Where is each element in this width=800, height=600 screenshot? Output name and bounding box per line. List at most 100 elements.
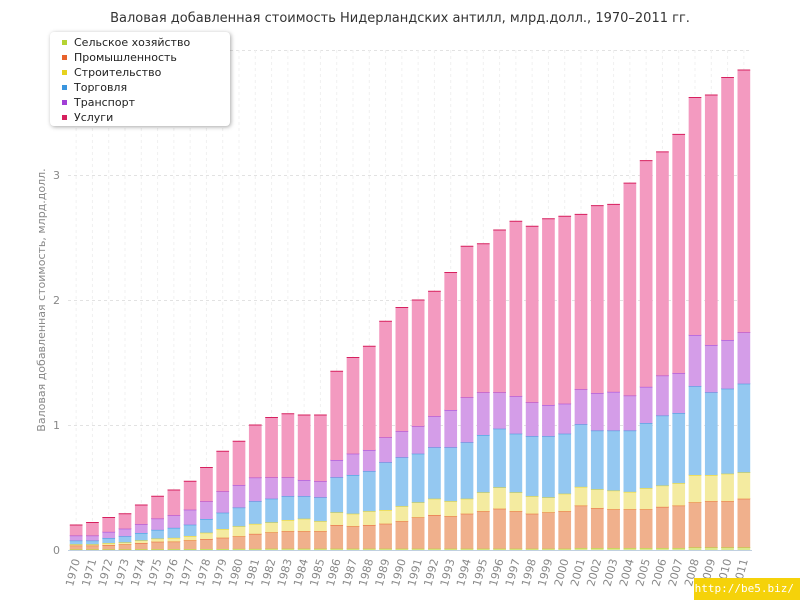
bar-segment[interactable] bbox=[444, 548, 458, 550]
bar-segment[interactable] bbox=[460, 397, 474, 443]
bar-segment[interactable] bbox=[86, 522, 99, 536]
bar-segment[interactable] bbox=[428, 416, 441, 448]
bar-segment[interactable] bbox=[444, 516, 458, 549]
bar-segment[interactable] bbox=[639, 423, 653, 489]
bar-segment[interactable] bbox=[151, 541, 164, 550]
bar-segment[interactable] bbox=[411, 453, 425, 503]
bar-segment[interactable] bbox=[704, 475, 718, 502]
bar-segment[interactable] bbox=[704, 345, 718, 393]
bar-segment[interactable] bbox=[428, 447, 441, 499]
bar-segment[interactable] bbox=[362, 471, 376, 512]
bar-segment[interactable] bbox=[248, 477, 262, 502]
bar-segment[interactable] bbox=[558, 433, 572, 494]
bar-segment[interactable] bbox=[688, 335, 702, 387]
bar-segment[interactable] bbox=[297, 496, 311, 519]
bar-segment[interactable] bbox=[428, 515, 441, 549]
bar-segment[interactable] bbox=[216, 529, 230, 538]
bar-segment[interactable] bbox=[509, 396, 523, 434]
bar-segment[interactable] bbox=[542, 497, 555, 513]
bar-segment[interactable] bbox=[590, 548, 604, 551]
bar-segment[interactable] bbox=[183, 524, 197, 536]
bar-segment[interactable] bbox=[281, 477, 295, 497]
bar-segment[interactable] bbox=[639, 548, 653, 551]
bar-segment[interactable] bbox=[265, 522, 278, 533]
bar-segment[interactable] bbox=[574, 214, 588, 390]
bar-segment[interactable] bbox=[297, 518, 311, 532]
bar-segment[interactable] bbox=[314, 548, 327, 550]
bar-segment[interactable] bbox=[379, 321, 392, 438]
bar-segment[interactable] bbox=[232, 507, 246, 527]
bar-segment[interactable] bbox=[151, 529, 164, 539]
bar-segment[interactable] bbox=[558, 216, 572, 404]
bar-segment[interactable] bbox=[265, 532, 278, 549]
bar-segment[interactable] bbox=[737, 472, 751, 499]
bar-segment[interactable] bbox=[200, 532, 213, 539]
bar-segment[interactable] bbox=[183, 481, 197, 510]
bar-segment[interactable] bbox=[330, 548, 344, 550]
bar-segment[interactable] bbox=[509, 221, 523, 397]
bar-segment[interactable] bbox=[297, 415, 311, 480]
bar-segment[interactable] bbox=[460, 498, 474, 514]
bar-segment[interactable] bbox=[525, 402, 539, 437]
bar-segment[interactable] bbox=[151, 518, 164, 530]
bar-segment[interactable] bbox=[86, 540, 99, 545]
bar-segment[interactable] bbox=[314, 415, 327, 482]
bar-segment[interactable] bbox=[737, 547, 751, 551]
bar-segment[interactable] bbox=[623, 491, 637, 510]
bar-segment[interactable] bbox=[102, 531, 116, 539]
bar-segment[interactable] bbox=[134, 505, 148, 525]
legend-item-agriculture[interactable]: Сельское хозяйство bbox=[62, 36, 190, 50]
bar-segment[interactable] bbox=[102, 543, 116, 546]
bar-segment[interactable] bbox=[265, 417, 278, 478]
bar-segment[interactable] bbox=[476, 435, 490, 493]
bar-segment[interactable] bbox=[200, 539, 213, 549]
bar-segment[interactable] bbox=[102, 538, 116, 544]
bar-segment[interactable] bbox=[590, 430, 604, 490]
bar-segment[interactable] bbox=[656, 548, 669, 551]
bar-segment[interactable] bbox=[476, 511, 490, 549]
bar-segment[interactable] bbox=[476, 392, 490, 436]
legend-item-construction[interactable]: Строительство bbox=[62, 66, 161, 80]
bar-segment[interactable] bbox=[232, 485, 246, 508]
bar-segment[interactable] bbox=[69, 544, 83, 546]
bar-segment[interactable] bbox=[656, 485, 669, 507]
bar-segment[interactable] bbox=[216, 451, 230, 492]
bar-segment[interactable] bbox=[688, 547, 702, 551]
bar-segment[interactable] bbox=[428, 548, 441, 550]
bar-segment[interactable] bbox=[86, 545, 99, 550]
bar-segment[interactable] bbox=[704, 95, 718, 345]
bar-segment[interactable] bbox=[346, 548, 360, 550]
bar-segment[interactable] bbox=[216, 491, 230, 513]
bar-segment[interactable] bbox=[623, 395, 637, 431]
bar-segment[interactable] bbox=[216, 537, 230, 549]
bar-segment[interactable] bbox=[493, 230, 506, 393]
bar-segment[interactable] bbox=[656, 375, 669, 416]
bar-segment[interactable] bbox=[200, 467, 213, 502]
bar-segment[interactable] bbox=[330, 460, 344, 478]
bar-segment[interactable] bbox=[656, 506, 669, 549]
bar-segment[interactable] bbox=[639, 386, 653, 424]
bar-segment[interactable] bbox=[688, 502, 702, 548]
bar-segment[interactable] bbox=[281, 548, 295, 550]
bar-segment[interactable] bbox=[167, 515, 181, 528]
bar-segment[interactable] bbox=[265, 548, 278, 550]
bar-segment[interactable] bbox=[69, 545, 83, 550]
bar-segment[interactable] bbox=[460, 246, 474, 398]
bar-segment[interactable] bbox=[607, 430, 620, 491]
bar-segment[interactable] bbox=[623, 548, 637, 551]
bar-segment[interactable] bbox=[411, 426, 425, 454]
bar-segment[interactable] bbox=[346, 475, 360, 514]
bar-segment[interactable] bbox=[167, 527, 181, 538]
bar-segment[interactable] bbox=[509, 492, 523, 512]
bar-segment[interactable] bbox=[167, 490, 181, 516]
bar-segment[interactable] bbox=[134, 533, 148, 541]
bar-segment[interactable] bbox=[134, 543, 148, 550]
bar-segment[interactable] bbox=[362, 511, 376, 525]
bar-segment[interactable] bbox=[248, 501, 262, 524]
legend-item-services[interactable]: Услуги bbox=[62, 111, 113, 125]
bar-segment[interactable] bbox=[672, 134, 686, 374]
bar-segment[interactable] bbox=[346, 526, 360, 549]
bar-segment[interactable] bbox=[134, 524, 148, 533]
bar-segment[interactable] bbox=[688, 97, 702, 336]
bar-segment[interactable] bbox=[558, 548, 572, 550]
